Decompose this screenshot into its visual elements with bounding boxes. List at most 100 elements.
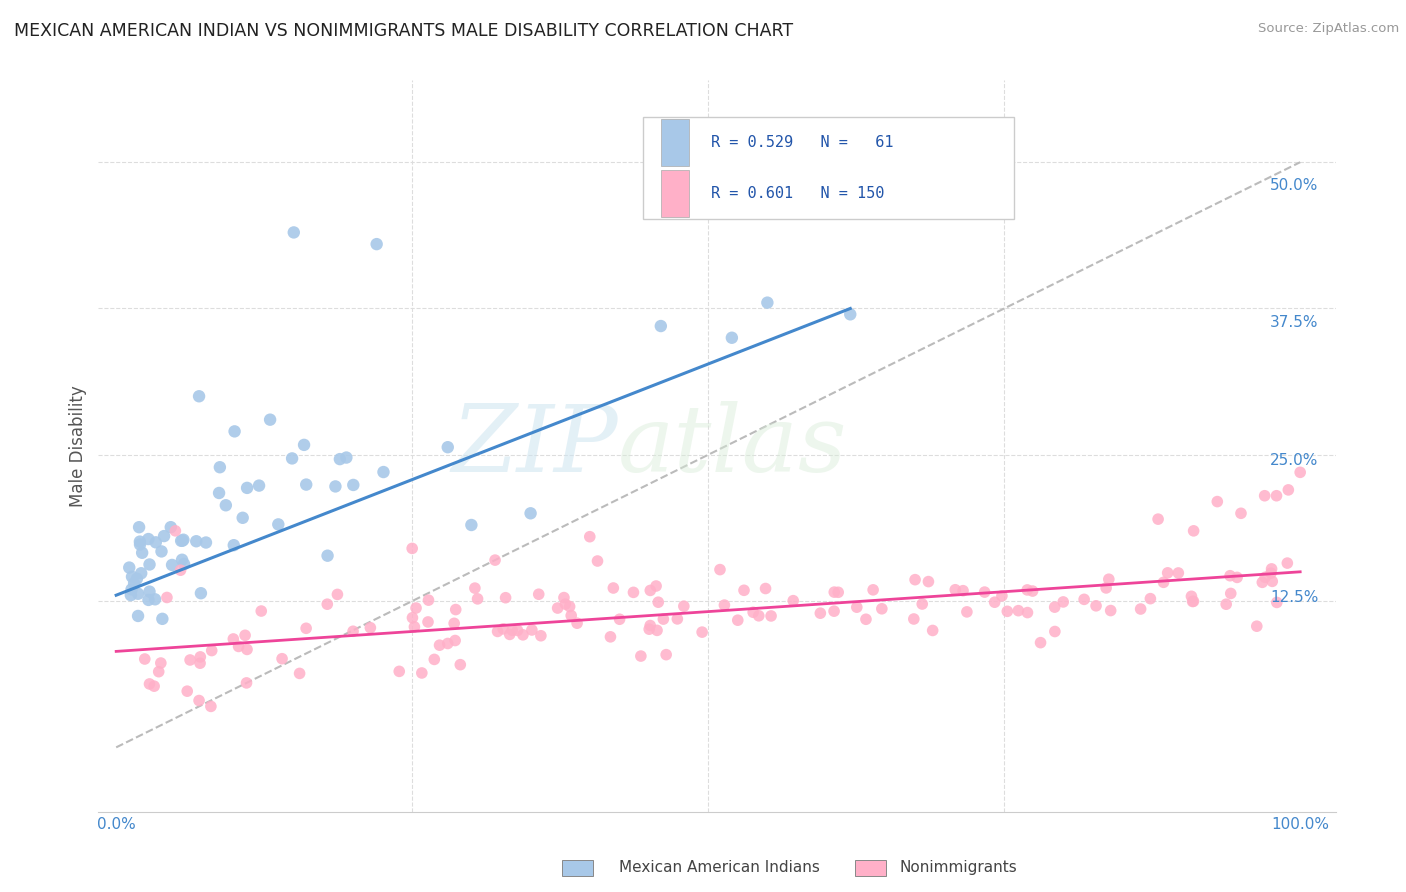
Point: [1189, 572, 1212, 586]
Point: [890, 591, 912, 606]
Point: [538, 621, 561, 635]
Point: [225, 585, 247, 599]
Point: [623, 606, 645, 620]
Point: [1056, 598, 1078, 612]
Point: [277, 499, 299, 513]
Point: [193, 583, 215, 598]
Text: MEXICAN AMERICAN INDIAN VS NONIMMIGRANTS MALE DISABILITY CORRELATION CHART: MEXICAN AMERICAN INDIAN VS NONIMMIGRANTS…: [14, 22, 793, 40]
Point: [994, 628, 1017, 642]
Point: [326, 643, 349, 657]
Point: [965, 599, 987, 613]
Point: [389, 480, 412, 494]
Point: [841, 606, 863, 620]
Point: [389, 617, 412, 632]
Point: [616, 623, 638, 637]
Point: [815, 581, 838, 595]
Point: [465, 631, 488, 645]
Point: [1198, 570, 1220, 584]
Point: [291, 511, 314, 525]
Point: [347, 480, 370, 494]
Point: [366, 592, 388, 607]
Point: [454, 608, 477, 623]
Point: [221, 542, 243, 557]
Point: [288, 632, 311, 646]
Point: [953, 590, 976, 604]
Point: [478, 610, 501, 624]
Point: [429, 655, 451, 669]
Point: [1161, 566, 1184, 580]
Point: [696, 618, 718, 632]
Point: [232, 523, 254, 537]
Text: atlas: atlas: [633, 406, 863, 495]
Point: [658, 590, 681, 604]
Point: [375, 582, 398, 597]
Point: [373, 482, 395, 496]
Point: [776, 589, 799, 603]
Point: [675, 606, 697, 620]
Point: [259, 534, 281, 549]
Point: [236, 560, 259, 574]
Point: [263, 688, 285, 702]
Point: [254, 648, 277, 662]
Point: [619, 576, 641, 591]
Point: [655, 574, 678, 589]
Point: [741, 599, 763, 614]
Point: [316, 418, 339, 433]
Point: [605, 551, 627, 566]
Point: [547, 616, 569, 631]
Point: [681, 594, 703, 608]
Point: [254, 582, 277, 596]
Point: [456, 588, 478, 602]
Point: [200, 582, 222, 597]
Point: [927, 579, 949, 593]
Point: [416, 467, 439, 482]
Point: [522, 615, 544, 630]
Text: Source: ZipAtlas.com: Source: ZipAtlas.com: [1258, 22, 1399, 36]
Point: [929, 599, 952, 614]
Point: [308, 599, 330, 613]
Point: [1102, 572, 1125, 586]
Point: [800, 600, 823, 615]
Point: [284, 430, 307, 444]
Point: [1192, 566, 1215, 581]
Point: [1129, 523, 1152, 537]
Point: [974, 598, 997, 612]
Point: [218, 656, 240, 670]
Point: [194, 566, 217, 581]
Y-axis label: Male Disability: Male Disability: [69, 390, 87, 511]
Point: [205, 643, 228, 657]
Point: [295, 634, 318, 648]
Point: [200, 603, 222, 617]
Point: [534, 616, 557, 631]
Point: [1192, 490, 1215, 504]
Point: [335, 455, 357, 469]
Point: [723, 342, 745, 356]
Point: [202, 563, 225, 577]
Bar: [655, 142, 983, 237]
Point: [569, 596, 592, 610]
Point: [832, 595, 855, 609]
Point: [214, 587, 236, 601]
Point: [1202, 490, 1225, 504]
Point: [716, 592, 738, 607]
Point: [367, 546, 389, 560]
Point: [307, 481, 329, 495]
Point: [271, 463, 294, 477]
Point: [253, 397, 276, 411]
Point: [254, 641, 277, 656]
Point: [1223, 468, 1246, 483]
Point: [243, 673, 266, 688]
Point: [336, 243, 359, 257]
Point: [846, 578, 869, 592]
Point: [711, 559, 734, 574]
Point: [494, 517, 516, 532]
Point: [636, 581, 658, 595]
Point: [346, 442, 368, 457]
Point: [553, 582, 575, 597]
Point: [1083, 597, 1105, 611]
Point: [198, 568, 221, 582]
Point: [229, 555, 252, 569]
Point: [221, 606, 243, 620]
Point: [209, 555, 232, 569]
Point: [1167, 566, 1189, 581]
